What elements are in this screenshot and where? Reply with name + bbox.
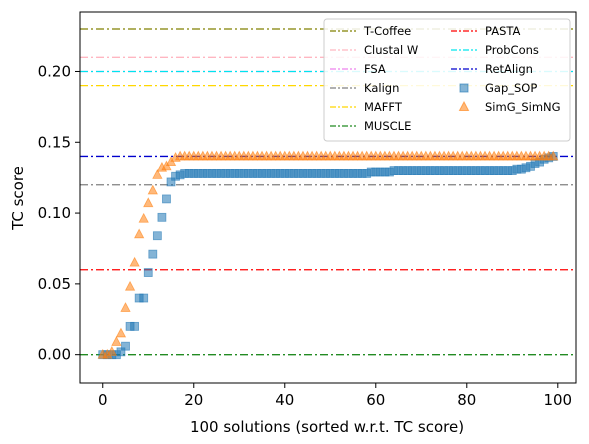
simg-simng-point — [138, 212, 149, 223]
simg-simng-point — [548, 150, 559, 161]
y-tick-label: 0.10 — [38, 204, 71, 222]
legend-label-retalign: RetAlign — [485, 62, 533, 76]
simg-simng-point — [133, 228, 145, 239]
x-tick-label: 0 — [98, 391, 108, 409]
legend-label-mafft: MAFFT — [364, 100, 403, 114]
gap-sop-point — [166, 177, 176, 187]
gap-sop-point — [162, 194, 171, 204]
legend-label-gap-sop: Gap_SOP — [485, 81, 537, 95]
axes: 0 20 40 60 80 100 0.00 0.05 0.10 0.15 0.20 — [38, 11, 577, 409]
y-tick-label: 0.05 — [38, 275, 71, 293]
y-tick-label: 0.20 — [38, 62, 71, 80]
gap-sop-point — [139, 293, 149, 303]
legend-label-probcons: ProbCons — [485, 43, 539, 57]
y-tick-label: 0.15 — [38, 133, 71, 151]
legend-label-muscle: MUSCLE — [364, 119, 411, 133]
legend-label-pasta: PASTA — [485, 24, 520, 38]
x-tick-label: 80 — [457, 391, 476, 409]
x-axis-label: 100 solutions (sorted w.r.t. TC score) — [190, 418, 464, 436]
legend-label-clustal-w: Clustal W — [364, 43, 418, 57]
simg-simng-point — [106, 345, 118, 356]
legend-swatch-simg-simng — [458, 100, 470, 111]
legend-box — [323, 18, 571, 142]
gap-sop-point — [116, 347, 126, 357]
legend-label-t-coffee: T-Coffee — [363, 24, 411, 38]
gap-sop-point — [148, 249, 158, 259]
gap-sop-point — [143, 268, 153, 277]
gap-sop-point — [121, 341, 130, 351]
x-tick-label: 40 — [275, 391, 294, 409]
legend-label-simg-simng: SimG_SimNG — [485, 100, 561, 114]
x-tick-label: 60 — [366, 391, 385, 409]
series-layer — [97, 150, 559, 360]
simg-simng-point — [152, 168, 163, 179]
x-tick-label: 100 — [543, 391, 572, 409]
simg-simng-point — [111, 336, 122, 346]
simg-simng-point — [129, 256, 140, 267]
legend-label-fsa: FSA — [364, 62, 386, 76]
legend-label-kalign: Kalign — [364, 81, 399, 95]
x-tick-label: 20 — [184, 391, 203, 409]
y-axis-label: TC score — [9, 166, 27, 231]
gap-sop-point — [157, 212, 167, 222]
simg-simng-point — [120, 302, 131, 312]
plot-frame — [79, 11, 577, 384]
simg-simng-point — [124, 280, 136, 291]
y-tick-label: 0.00 — [38, 346, 71, 364]
legend: T-Coffee PASTA Clustal W ProbCons FSA RetAlig… — [323, 18, 571, 142]
simg-simng-point — [115, 327, 127, 338]
legend-swatch-gap-sop — [459, 83, 469, 93]
simg-simng-point — [143, 197, 154, 208]
simg-simng-point — [147, 184, 158, 195]
gap-sop-point — [130, 321, 140, 331]
gap-sop-point — [152, 231, 162, 241]
